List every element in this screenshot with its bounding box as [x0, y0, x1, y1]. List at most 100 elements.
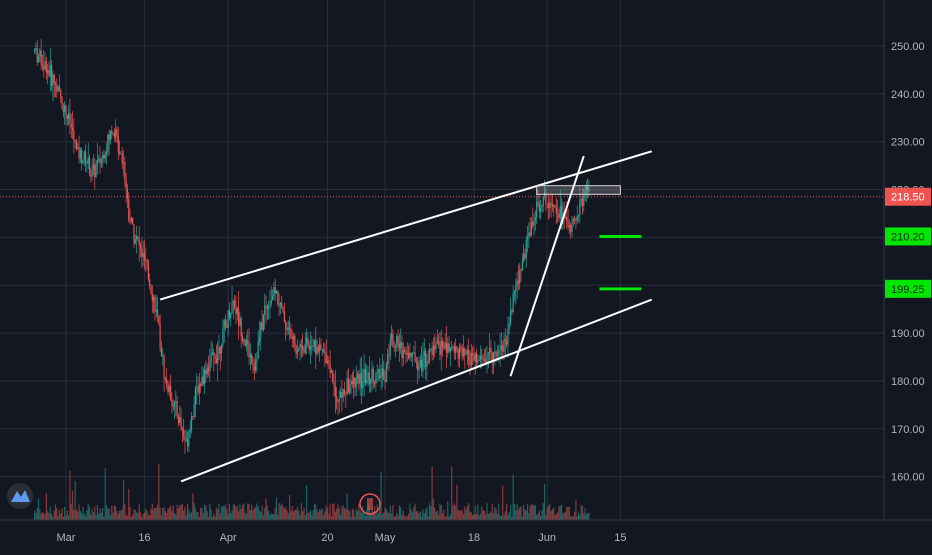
candle-body: [249, 354, 251, 358]
candle-body: [444, 342, 446, 349]
volume-bar: [290, 510, 292, 520]
y-tick-label: 180.00: [891, 376, 925, 388]
volume-bar: [282, 506, 284, 520]
volume-bar: [418, 512, 420, 520]
candle-body: [337, 401, 339, 403]
volume-bar: [288, 495, 291, 520]
candle-body: [494, 351, 496, 353]
volume-bar: [402, 510, 404, 520]
volume-bar: [95, 515, 97, 520]
candle-body: [576, 216, 578, 221]
candle-body: [511, 310, 513, 313]
candle-body: [160, 348, 163, 356]
volume-bar: [189, 513, 191, 520]
candle-body: [295, 345, 297, 354]
candle-body: [166, 379, 168, 385]
candle-body: [294, 336, 296, 346]
volume-bar: [444, 516, 446, 520]
volume-bar: [227, 514, 229, 520]
volume-bar: [342, 505, 344, 520]
candle-body: [283, 311, 285, 323]
volume-bar: [334, 511, 336, 520]
volume-bar: [448, 516, 450, 520]
candle-body: [213, 352, 215, 355]
candle-body: [75, 140, 78, 150]
candle-body: [547, 203, 550, 209]
volume-bar: [581, 505, 584, 520]
volume-bar: [486, 503, 488, 520]
candle-body: [553, 205, 555, 207]
candle-body: [431, 348, 433, 355]
volume-bar: [124, 504, 126, 520]
candle-body: [402, 349, 404, 359]
volume-bar: [495, 508, 497, 520]
volume-bar: [217, 509, 219, 520]
volume-bar: [528, 513, 530, 520]
y-tick-label: 190.00: [891, 328, 925, 340]
volume-bar: [405, 515, 407, 520]
volume-bar: [86, 510, 88, 520]
volume-bar: [128, 488, 130, 520]
candle-body: [371, 368, 373, 379]
candle-body: [41, 64, 44, 67]
volume-bar: [299, 515, 301, 520]
candle-body: [580, 198, 582, 200]
volume-bar: [247, 503, 249, 520]
volume-bar: [321, 508, 323, 520]
volume-bar: [329, 504, 331, 520]
candle-body: [90, 174, 92, 177]
candle-body: [359, 372, 361, 384]
candle-body: [47, 69, 49, 73]
volume-bar: [567, 506, 569, 520]
volume-bar: [180, 505, 182, 520]
candle-body: [479, 355, 482, 360]
candle-body: [78, 147, 80, 159]
volume-bars: [34, 463, 590, 520]
candle-body: [489, 347, 491, 353]
volume-bar: [313, 503, 316, 520]
volume-bar: [170, 505, 172, 520]
candle-body: [299, 344, 301, 349]
volume-bar: [400, 507, 402, 520]
candle-body: [536, 201, 538, 218]
volume-bar: [121, 509, 123, 520]
volume-bar: [62, 516, 64, 520]
volume-bar: [341, 506, 343, 520]
candle-body: [524, 253, 526, 259]
candle-body: [302, 346, 304, 351]
volume-bar: [496, 513, 499, 520]
candle-body: [414, 352, 416, 362]
volume-bar: [396, 512, 398, 520]
candle-body: [247, 340, 249, 344]
volume-bar: [358, 503, 360, 520]
volume-bar: [249, 510, 251, 520]
candle-body: [258, 336, 261, 342]
candle-body: [164, 378, 166, 380]
volume-bar: [112, 512, 114, 520]
volume-bar: [137, 512, 139, 520]
candle-body: [197, 386, 199, 393]
candle-body: [175, 401, 177, 403]
volume-bar: [575, 500, 577, 520]
volume-bar: [244, 512, 246, 520]
volume-bar: [470, 512, 472, 520]
volume-bar: [332, 503, 334, 520]
volume-bar: [347, 509, 350, 520]
volume-bar: [190, 511, 193, 520]
candle-body: [350, 380, 352, 386]
volume-bar: [349, 510, 351, 520]
tradingview-logo-icon[interactable]: [7, 483, 33, 509]
candle-body: [376, 371, 378, 373]
candle-body: [447, 343, 449, 353]
volume-bar: [201, 508, 203, 520]
volume-bar: [489, 513, 491, 520]
candle-body: [435, 342, 437, 350]
event-marker-icon[interactable]: [359, 493, 381, 515]
volume-bar: [455, 505, 457, 520]
target-price-bg: [885, 227, 931, 246]
volume-bar: [325, 505, 327, 520]
candle-body: [52, 74, 54, 86]
volume-bar: [285, 507, 287, 520]
